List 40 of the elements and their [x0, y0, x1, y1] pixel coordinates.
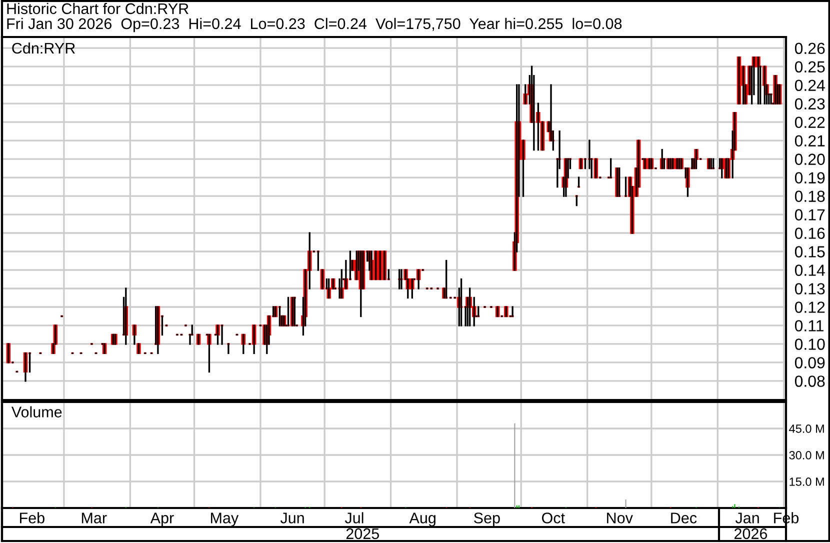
x-tick-label: Jul [344, 512, 364, 524]
x-tick-label: Apr [150, 512, 174, 526]
chart-subtitle: Fri Jan 30 2026 Op=0.23 Hi=0.24 Lo=0.23 Cl=0.24 Vol=175,750 Year hi=0.255 lo=0.08 [7, 18, 622, 32]
y-tick-label: 0.21 [794, 135, 825, 146]
y-tick-label: 0.13 [794, 283, 825, 294]
y-tick-label: 0.11 [794, 320, 824, 332]
y-tick-label: 0.16 [794, 228, 825, 239]
y-tick-label: 0.15 [794, 246, 825, 258]
y-tick-label: 0.10 [794, 338, 825, 350]
x-tick-label: Jun [280, 512, 304, 524]
x-tick-label: Feb [20, 512, 44, 524]
y-tick-label: 0.25 [794, 61, 825, 73]
y-tick-label: 0.12 [794, 302, 825, 313]
x-tick-label: Mar [82, 512, 107, 524]
x-tick-label: Sep [474, 512, 500, 526]
y-tick-label: 0.08 [794, 376, 825, 387]
y-tick-label: 30.0 M [789, 451, 824, 460]
y-tick-label: 0.26 [794, 42, 825, 54]
x-tick-label: Nov [607, 512, 633, 524]
x-tick-label: May [210, 512, 239, 526]
y-tick-label: 15.0 M [790, 478, 824, 486]
y-tick-label: 0.14 [794, 264, 825, 276]
x-tick-label: Dec [671, 512, 697, 524]
chart-title: Volume [11, 406, 62, 418]
y-tick-label: 0.18 [794, 190, 825, 202]
y-tick-label: 0.23 [794, 98, 825, 110]
text: 2026 [734, 528, 768, 540]
y-tick-label: 0.22 [794, 116, 825, 128]
text: 2025 [346, 528, 379, 540]
y-tick-label: 0.09 [794, 357, 825, 368]
y-tick-label: 45.0 M [789, 424, 824, 433]
x-tick-label: Jan [735, 512, 759, 524]
annotation: Cdn:RYR [12, 42, 75, 54]
y-tick-label: 0.20 [794, 154, 825, 165]
y-tick-label: 0.19 [794, 172, 825, 184]
x-tick-label: Aug [409, 512, 436, 526]
y-tick-label: 0.17 [794, 209, 825, 220]
y-tick-label: 0.24 [794, 80, 825, 92]
chart-title: Historic Chart for Cdn:RYR [7, 2, 188, 14]
x-tick-label: Oct [542, 512, 565, 524]
